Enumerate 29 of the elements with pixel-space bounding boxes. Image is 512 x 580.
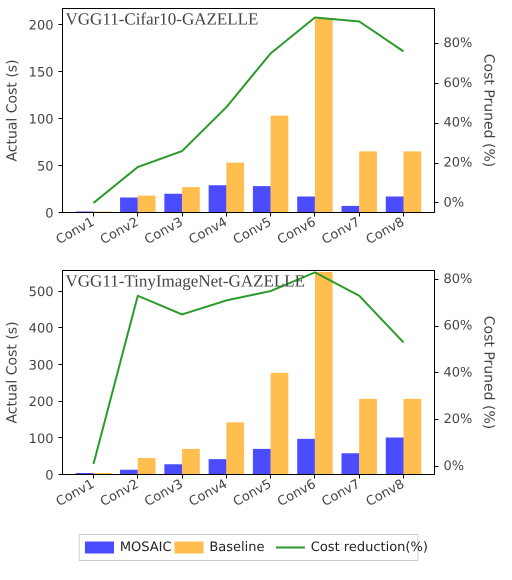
y-tick-label: 150: [28, 65, 54, 80]
y-tick-label: 0: [45, 206, 54, 222]
y2-tick-label: 0%: [444, 195, 464, 210]
y-axis-title: Actual Cost (s): [4, 321, 21, 424]
y-tick-label: 50: [36, 159, 54, 174]
y2-axis-title: Cost Pruned (%): [480, 54, 496, 168]
legend-label: MOSAIC: [120, 540, 172, 555]
y2-tick-label: 80%: [444, 272, 472, 287]
y-tick-label: 200: [28, 395, 54, 410]
y-tick-label: 0: [45, 468, 54, 484]
y-tick-label: 300: [28, 358, 54, 374]
y2-tick-label: 60%: [444, 76, 472, 91]
y-tick-label: 200: [28, 18, 54, 34]
legend-label: Cost reduction(%): [310, 540, 428, 555]
y2-tick-label: 0%: [444, 458, 464, 474]
y2-tick-label: 40%: [444, 365, 472, 380]
y2-tick-label: 60%: [444, 318, 472, 334]
y2-tick-label: 20%: [444, 412, 472, 428]
y-tick-label: 100: [28, 432, 54, 447]
y-tick-label: 100: [28, 112, 54, 128]
legend-label: Baseline: [209, 540, 264, 555]
y2-tick-label: 80%: [444, 36, 472, 51]
y-tick-label: 500: [28, 285, 54, 300]
y2-axis-title: Cost Pruned (%): [480, 316, 496, 430]
y-axis-title: Actual Cost (s): [4, 59, 21, 162]
y2-tick-label: 40%: [444, 116, 472, 131]
chart-title: VGG11-Cifar10-GAZELLE: [66, 10, 258, 28]
y2-tick-label: 20%: [444, 156, 472, 171]
y-tick-label: 400: [28, 322, 54, 337]
